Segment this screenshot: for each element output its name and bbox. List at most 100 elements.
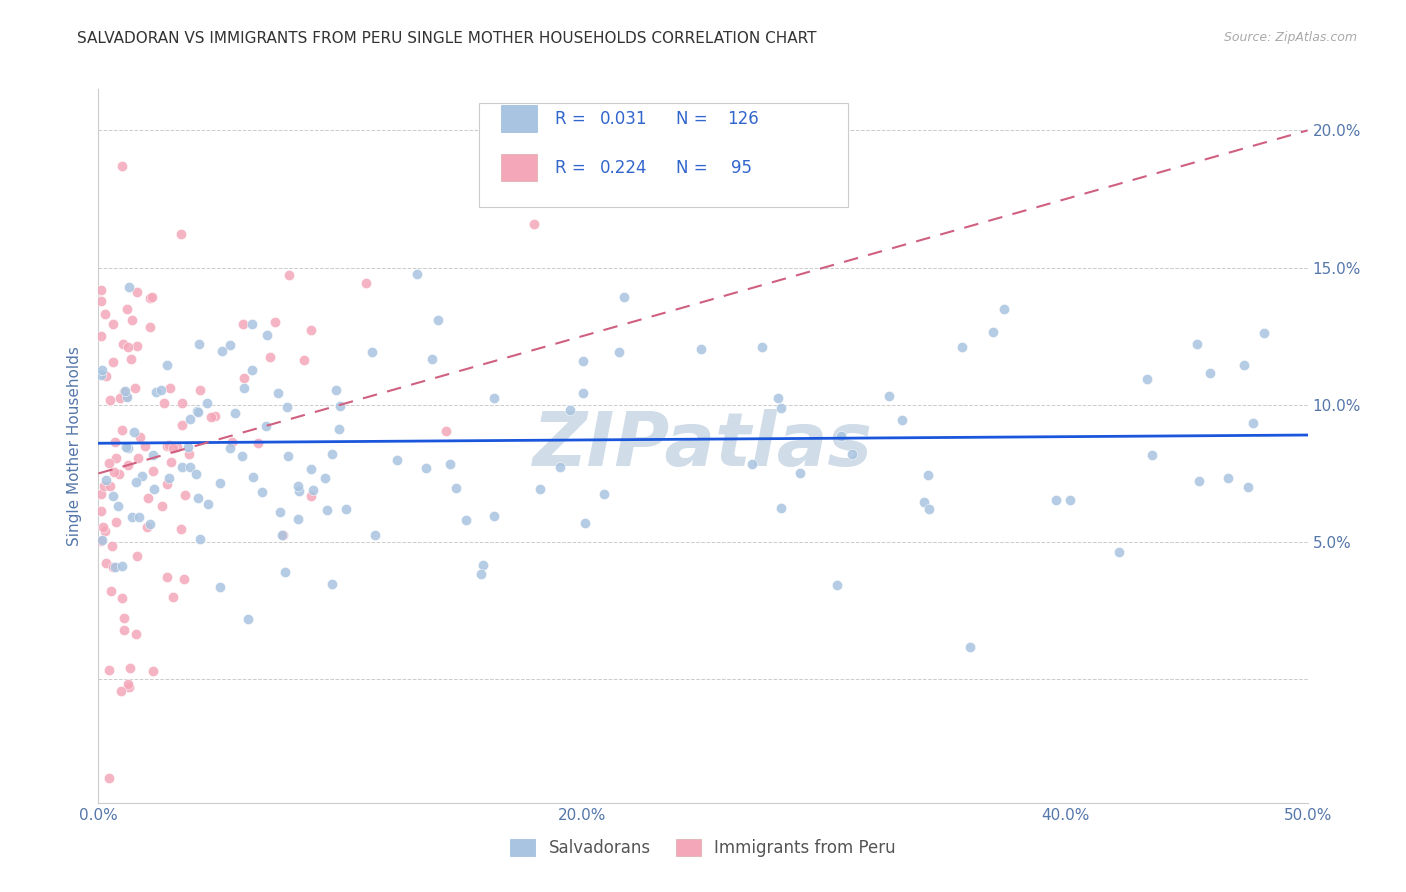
Point: [1241, 416, 1264, 430]
Point: [177, 447, 200, 461]
Point: [98, 392, 121, 407]
Point: [1136, 372, 1159, 386]
Point: [259, 350, 281, 364]
Point: [120, 352, 142, 367]
Point: [174, 488, 197, 502]
Point: [361, 344, 384, 359]
Point: [548, 460, 571, 475]
Point: [156, 359, 179, 373]
Point: [115, 389, 138, 403]
Point: [572, 353, 595, 368]
Point: [118, 681, 141, 695]
Point: [103, 560, 125, 574]
Point: [328, 421, 350, 435]
Point: [103, 355, 125, 369]
Point: [472, 558, 495, 573]
Point: [110, 159, 132, 173]
Text: 0.224: 0.224: [600, 159, 648, 177]
Point: [142, 482, 165, 496]
Text: Source: ZipAtlas.com: Source: ZipAtlas.com: [1223, 31, 1357, 45]
Point: [315, 503, 337, 517]
Y-axis label: Single Mother Households: Single Mother Households: [67, 346, 83, 546]
Point: [112, 384, 135, 399]
Point: [94, 307, 117, 321]
Point: [1233, 358, 1256, 372]
Point: [1108, 545, 1130, 559]
Point: [101, 317, 124, 331]
Point: [1253, 326, 1275, 341]
Point: [1237, 480, 1260, 494]
Point: [321, 447, 343, 461]
Point: [111, 423, 134, 437]
Point: [218, 442, 240, 456]
Point: [825, 577, 848, 591]
Point: [101, 539, 124, 553]
Point: [160, 455, 183, 469]
Point: [124, 475, 146, 489]
Point: [114, 384, 136, 398]
Point: [162, 590, 184, 604]
Point: [917, 467, 939, 482]
Point: [188, 337, 211, 351]
Point: [751, 340, 773, 354]
Point: [264, 315, 287, 329]
Point: [170, 418, 193, 433]
Point: [233, 381, 256, 395]
Point: [94, 524, 117, 538]
Point: [247, 436, 270, 450]
Point: [150, 500, 173, 514]
Point: [125, 549, 148, 563]
Point: [100, 479, 122, 493]
Text: N =: N =: [676, 159, 713, 177]
Point: [138, 319, 160, 334]
Point: [560, 402, 582, 417]
Point: [97, 663, 120, 677]
Point: [117, 676, 139, 690]
Point: [1140, 449, 1163, 463]
Point: [129, 430, 152, 444]
Point: [769, 500, 792, 515]
Point: [877, 389, 900, 403]
FancyBboxPatch shape: [501, 105, 537, 132]
Point: [335, 501, 357, 516]
Point: [1045, 493, 1067, 508]
Point: [90, 328, 112, 343]
Point: [271, 528, 294, 542]
Point: [107, 499, 129, 513]
Point: [529, 482, 551, 496]
Point: [405, 268, 427, 282]
Point: [170, 395, 193, 409]
Point: [231, 449, 253, 463]
Point: [574, 516, 596, 531]
Point: [278, 268, 301, 283]
Point: [482, 391, 505, 405]
Point: [236, 612, 259, 626]
Point: [415, 461, 437, 475]
Legend: Salvadorans, Immigrants from Peru: Salvadorans, Immigrants from Peru: [502, 831, 904, 866]
Point: [90, 293, 112, 308]
Point: [187, 491, 209, 505]
Point: [325, 383, 347, 397]
Point: [103, 465, 125, 479]
Point: [104, 559, 127, 574]
Point: [111, 336, 134, 351]
Text: 0.031: 0.031: [600, 110, 648, 128]
Point: [157, 437, 180, 451]
Point: [134, 439, 156, 453]
Point: [328, 400, 350, 414]
Point: [170, 522, 193, 536]
Point: [117, 302, 139, 317]
Point: [830, 429, 852, 443]
Point: [125, 627, 148, 641]
Point: [741, 457, 763, 471]
Point: [121, 510, 143, 524]
Point: [270, 528, 292, 542]
Point: [252, 485, 274, 500]
Point: [127, 450, 149, 465]
Point: [94, 368, 117, 383]
Point: [221, 435, 243, 450]
Point: [242, 469, 264, 483]
Text: ZIPatlas: ZIPatlas: [533, 409, 873, 483]
Point: [170, 227, 193, 242]
Point: [184, 467, 207, 481]
